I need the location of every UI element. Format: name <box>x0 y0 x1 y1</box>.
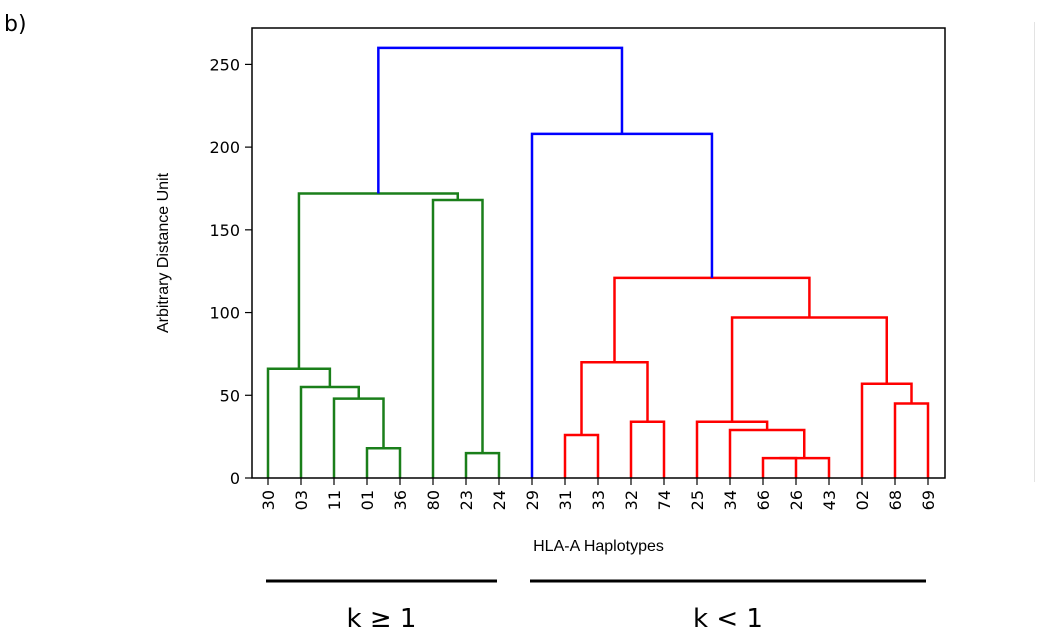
leaf-label-68: 68 <box>886 490 905 510</box>
dendrogram-link-5 <box>431 198 484 478</box>
panel-label: b) <box>4 12 27 37</box>
y-tick-label: 150 <box>209 221 240 240</box>
dendrogram-link-17 <box>613 276 811 363</box>
dendrogram-link-2 <box>299 385 360 478</box>
leaf-label-34: 34 <box>721 490 740 510</box>
leaf-label-74: 74 <box>655 490 674 510</box>
dendrogram-link-19 <box>377 46 624 194</box>
dendrogram-link-1 <box>332 397 385 478</box>
cluster-groups: k ≥ 1 k < 1 <box>266 579 926 634</box>
y-tick-label: 50 <box>220 386 240 405</box>
dendrogram-link-14 <box>893 402 930 478</box>
plot-frame <box>251 27 946 479</box>
y-tick-label: 0 <box>230 469 240 488</box>
dendrogram-links <box>266 46 930 478</box>
side-divider <box>1034 22 1035 482</box>
dendrogram-link-15 <box>860 382 913 478</box>
dendrogram-link-7 <box>563 433 600 478</box>
leaf-label-32: 32 <box>622 490 641 510</box>
dendrogram-link-11 <box>779 456 831 478</box>
leaf-label-01: 01 <box>358 490 377 510</box>
leaf-label-03: 03 <box>292 490 311 510</box>
group-label-0: k ≥ 1 <box>347 604 417 634</box>
leaf-label-26: 26 <box>787 490 806 510</box>
y-tick-label: 200 <box>209 138 240 157</box>
leaf-label-29: 29 <box>523 490 542 510</box>
dendrogram-link-9 <box>580 360 649 435</box>
leaf-label-43: 43 <box>820 490 839 510</box>
group-label-1: k < 1 <box>693 604 763 634</box>
dendrogram-link-0 <box>365 446 402 478</box>
y-axis-title: Arbitrary Distance Unit <box>155 172 172 333</box>
dendrogram-link-18 <box>530 132 714 478</box>
dendrogram-link-8 <box>629 420 666 478</box>
dendrogram-link-16 <box>730 316 888 422</box>
y-axis: 0 50 100 150 200 250 <box>209 55 252 488</box>
leaf-label-31: 31 <box>556 490 575 510</box>
dendrogram-link-3 <box>266 367 332 478</box>
leaf-label-23: 23 <box>457 490 476 510</box>
leaf-label-30: 30 <box>259 490 278 510</box>
leaf-label-33: 33 <box>589 490 608 510</box>
y-tick-label: 250 <box>209 55 240 74</box>
y-tick-label: 100 <box>209 304 240 323</box>
leaf-label-80: 80 <box>424 490 443 510</box>
leaf-label-02: 02 <box>853 490 872 510</box>
dendrogram-link-10 <box>761 456 798 478</box>
dendrogram-link-12 <box>728 428 806 478</box>
leaf-label-36: 36 <box>391 490 410 510</box>
x-axis: 30 03 11 01 36 80 23 24 29 31 33 32 74 25 34 66 26 43 02 68… <box>259 478 938 510</box>
leaf-label-11: 11 <box>325 490 344 510</box>
dendrogram-link-4 <box>464 451 501 478</box>
x-axis-title: HLA-A Haplotypes <box>533 538 664 555</box>
leaf-label-24: 24 <box>490 490 509 510</box>
leaf-label-69: 69 <box>919 490 938 510</box>
leaf-label-25: 25 <box>688 490 707 510</box>
leaf-label-66: 66 <box>754 490 773 510</box>
